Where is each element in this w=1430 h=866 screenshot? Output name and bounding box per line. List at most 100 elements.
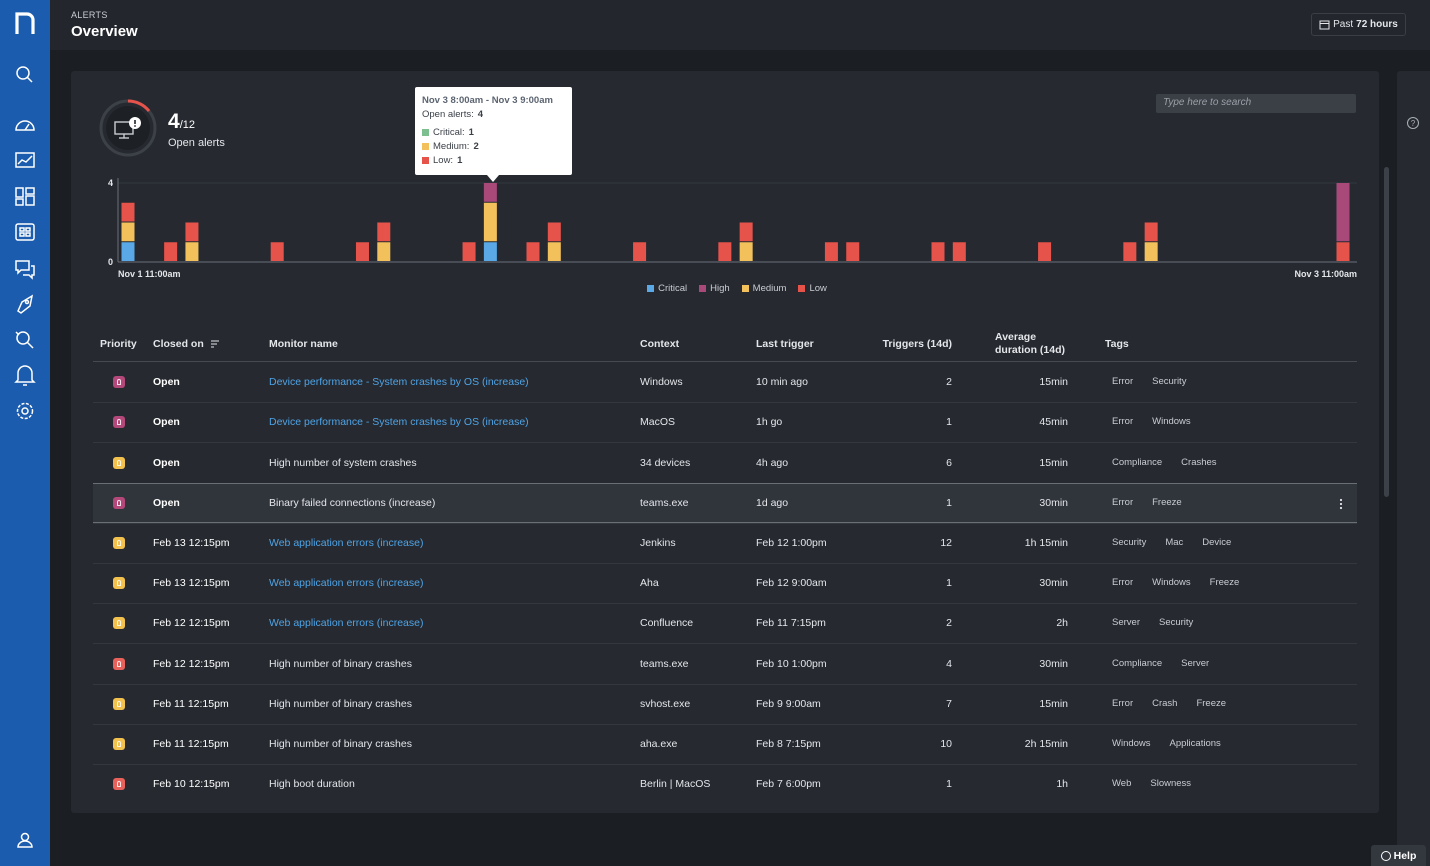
nav-alerts[interactable] — [14, 365, 36, 386]
bar-segment — [739, 222, 753, 242]
priority-icon — [113, 536, 125, 549]
nav-deploy[interactable] — [17, 294, 34, 314]
monitor-link[interactable]: Device performance - System crashes by O… — [269, 416, 529, 429]
tags: Error Crash Freeze — [1112, 697, 1226, 711]
column-header: Priority — [100, 338, 137, 350]
last-trigger: Feb 11 7:15pm — [756, 617, 826, 630]
priority-icon — [113, 778, 125, 791]
nav-search[interactable] — [16, 66, 33, 83]
context: Jenkins — [640, 536, 676, 549]
tag: Windows — [1152, 416, 1191, 428]
priority-glyph — [117, 740, 121, 747]
priority-icon — [113, 657, 125, 670]
scrollbar[interactable] — [1384, 167, 1389, 497]
priority-glyph — [117, 700, 121, 707]
context: Confluence — [640, 617, 694, 630]
tooltip-pointer — [487, 175, 499, 182]
closed-on: Open — [153, 456, 180, 469]
nav-apps[interactable] — [15, 223, 35, 241]
tag: Mac — [1165, 536, 1184, 548]
search-input[interactable]: Type here to search — [1156, 94, 1356, 113]
sort-icon[interactable] — [210, 339, 220, 349]
last-trigger: 10 min ago — [756, 376, 808, 389]
closed-on: Feb 13 12:15pm — [153, 577, 230, 590]
tag: Crashes — [1181, 456, 1217, 468]
tooltip-row: Critical: 1 — [422, 127, 474, 138]
tag: Freeze — [1209, 577, 1240, 589]
nav-dashboard[interactable] — [15, 120, 35, 131]
priority-icon — [113, 496, 125, 509]
tooltip: Nov 3 8:00am - Nov 3 9:00am Open alerts: 4… — [415, 87, 572, 182]
nav-messages[interactable] — [15, 260, 35, 280]
monitor-link[interactable]: Web application errors (increase) — [269, 577, 424, 590]
nav-analytics[interactable] — [15, 152, 35, 168]
bar-segment — [1336, 183, 1350, 242]
bar-segment — [483, 242, 497, 261]
legend-swatch — [647, 285, 655, 292]
header-divider — [93, 361, 1357, 362]
bar-segment — [739, 242, 753, 261]
bar-segment — [1038, 242, 1052, 261]
alerts-chart: 0 4 Nov 1 11:00am Nov 3 11:00am — [108, 178, 1357, 279]
bar-segment — [1336, 242, 1350, 261]
monitor-link[interactable]: Web application errors (increase) — [269, 617, 424, 630]
bar-segment — [377, 222, 391, 242]
tag: Compliance — [1112, 456, 1163, 468]
column-header: Monitor name — [269, 338, 338, 350]
priority-icon — [113, 617, 125, 630]
column-header[interactable]: Closed on — [153, 338, 204, 350]
nav-user[interactable] — [17, 832, 33, 848]
closed-on: Open — [153, 496, 180, 509]
tags: Compliance Crashes — [1112, 456, 1217, 470]
monitor-link[interactable]: Device performance - System crashes by O… — [269, 376, 529, 389]
tag: Windows — [1112, 737, 1151, 749]
open-alerts-label: Open alerts — [168, 137, 225, 149]
tooltip-open-label: Open alerts: — [422, 109, 474, 120]
help-button[interactable]: Help — [1371, 845, 1426, 866]
legend: Critical High Medium Low — [0, 283, 1430, 294]
info-icon[interactable]: ? — [1397, 71, 1430, 151]
range-value: 72 hours — [1356, 19, 1398, 30]
legend-swatch — [741, 285, 749, 292]
nav-inspect[interactable] — [15, 331, 34, 349]
bar-segment — [718, 242, 732, 261]
tags: Error Windows — [1112, 415, 1191, 429]
time-range-button[interactable]: Past 72 hours — [1311, 13, 1406, 36]
tooltip-label: Low: — [433, 155, 454, 166]
tag: Error — [1112, 496, 1134, 508]
triggers: 2 — [946, 376, 952, 389]
average-duration: 1h 15min — [1024, 536, 1068, 549]
content-panel — [71, 71, 1379, 813]
last-trigger: Feb 8 7:15pm — [756, 737, 821, 750]
tooltip-swatch — [422, 143, 429, 150]
legend-swatch — [798, 285, 806, 292]
context: teams.exe — [640, 657, 689, 670]
bar-segment — [270, 242, 284, 261]
tag: Error — [1112, 577, 1134, 589]
row-divider — [93, 442, 1357, 444]
tags: Windows Applications — [1112, 737, 1221, 751]
monitor-link[interactable]: Web application errors (increase) — [269, 536, 424, 549]
triggers: 1 — [946, 778, 952, 791]
average-duration: 1h — [1056, 778, 1068, 791]
legend-label: Low — [809, 283, 827, 294]
bar-segment — [1123, 242, 1137, 261]
bar-segment — [824, 242, 838, 261]
nav-layout[interactable] — [15, 187, 35, 206]
row-menu[interactable] — [1337, 497, 1345, 509]
priority-glyph — [117, 539, 121, 546]
nav-settings[interactable] — [16, 402, 34, 420]
closed-on: Feb 11 12:15pm — [153, 697, 229, 710]
tags: Compliance Server — [1112, 657, 1209, 671]
tag: Error — [1112, 416, 1134, 428]
tag: Compliance — [1112, 657, 1163, 669]
legend-label: Medium — [752, 283, 787, 294]
column-header: Last trigger — [756, 338, 814, 350]
closed-on: Feb 12 12:15pm — [153, 617, 230, 630]
sidebar — [0, 0, 50, 866]
tag: Crash — [1152, 697, 1178, 709]
monitor-name: High number of binary crashes — [269, 657, 412, 670]
tooltip-open-value: 4 — [477, 109, 484, 120]
calendar-icon — [1319, 20, 1330, 30]
